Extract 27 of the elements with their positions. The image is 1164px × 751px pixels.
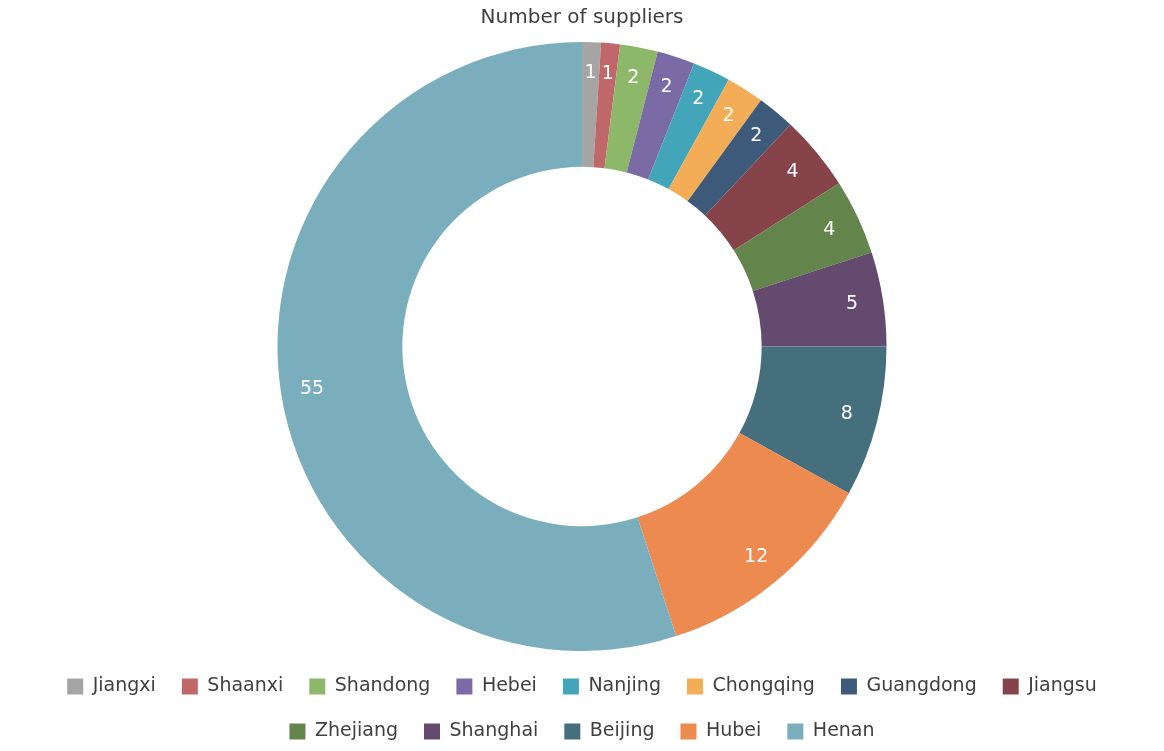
legend-label: Shandong <box>334 673 431 696</box>
data-label: 2 <box>660 73 673 96</box>
data-label: 2 <box>627 64 640 87</box>
legend-label: Hebei <box>481 673 537 696</box>
legend-label: Shanghai <box>449 718 539 741</box>
legend-label: Jiangxi <box>91 673 156 696</box>
legend-label: Beijing <box>589 718 655 741</box>
data-label: 55 <box>299 376 325 399</box>
data-label: 8 <box>840 401 853 424</box>
legend-label: Nanjing <box>588 673 661 696</box>
legend-label: Henan <box>812 718 875 741</box>
data-label: 12 <box>744 544 769 567</box>
data-label: 2 <box>722 102 735 125</box>
data-label: 1 <box>601 61 614 84</box>
data-label: 5 <box>845 290 858 313</box>
chart-title: Number of suppliers <box>480 4 684 29</box>
legend-label: Jiangsu <box>1027 673 1097 696</box>
legend-label: Shaanxi <box>207 673 284 696</box>
legend-label: Guangdong <box>866 673 977 696</box>
data-label: 4 <box>823 217 836 240</box>
data-label: 2 <box>750 122 763 145</box>
data-label: 4 <box>786 159 799 182</box>
data-label: 1 <box>584 60 597 83</box>
legend-label: Zhejiang <box>314 718 399 741</box>
legend-label: Chongqing <box>712 673 815 696</box>
data-label: 2 <box>692 86 705 109</box>
legend-label: Hubei <box>705 718 762 741</box>
